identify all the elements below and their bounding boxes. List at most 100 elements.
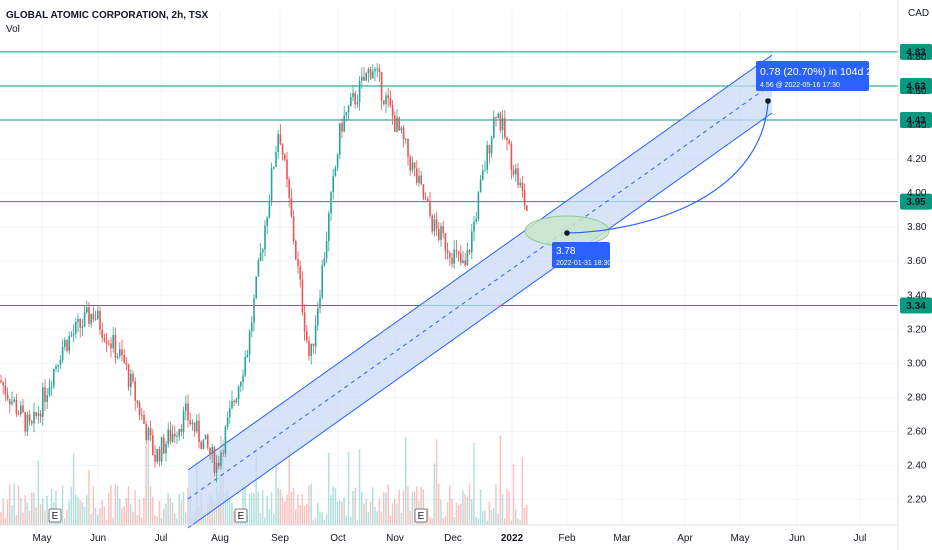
volume-bar [149, 486, 152, 525]
candle-body [204, 434, 207, 440]
level-price-tag-label: 3.95 [906, 197, 926, 208]
candle-body [112, 334, 114, 349]
channel-fill[interactable] [188, 55, 772, 528]
candle-body [438, 228, 440, 240]
volume-indicator-label[interactable]: Vol [6, 24, 20, 35]
regression-channel[interactable] [187, 54, 773, 529]
candle-body [303, 312, 306, 332]
candle-body [440, 226, 442, 240]
candle-body [77, 318, 79, 322]
channel-lower-line[interactable] [187, 112, 773, 529]
projection-end-point[interactable] [765, 98, 771, 104]
volume-bar [427, 508, 429, 525]
candle-body [64, 339, 66, 347]
volume-bar [306, 504, 308, 525]
candle-body [48, 387, 51, 396]
candle-body [330, 192, 332, 214]
time-tick-label: Jun [789, 533, 805, 544]
volume-bar [24, 495, 26, 525]
projection-start-point[interactable] [564, 230, 570, 236]
candle-body [490, 137, 493, 154]
candle-body [17, 413, 20, 415]
candle-body [182, 410, 185, 432]
volume-bar [121, 508, 123, 525]
time-tick-label: Nov [386, 533, 404, 544]
time-axis[interactable]: May Jun Jul Aug Sep Oct Nov Dec 2022 Feb Mar Apr May… [0, 524, 898, 544]
candle-body [468, 250, 471, 253]
volume-bar [158, 500, 161, 525]
candle-body [378, 68, 381, 73]
candle-body [317, 308, 319, 326]
volume-bar [182, 491, 185, 525]
volume-bar [119, 498, 121, 525]
volume-bar [33, 492, 35, 525]
volume-bar [330, 495, 332, 525]
candle-body [226, 417, 229, 427]
volume-bar [92, 486, 95, 525]
candle-body [504, 118, 506, 138]
candle-body [39, 413, 42, 417]
channel-upper-line[interactable] [187, 54, 773, 471]
projection-arc[interactable] [566, 102, 769, 234]
volume-bar [262, 490, 264, 525]
volume-bar [451, 499, 453, 525]
candle-body [352, 93, 354, 98]
candle-body [464, 260, 466, 266]
candle-body [121, 349, 123, 356]
candle-body [246, 354, 249, 358]
volume-bar [411, 491, 414, 525]
volume-bar [284, 501, 286, 525]
volume-bar [233, 511, 235, 525]
volume-bar [147, 439, 150, 525]
volume-bar [325, 514, 328, 525]
volume-bar [303, 505, 306, 525]
price-tick-label: 3.80 [907, 222, 927, 233]
volume-bar [383, 491, 385, 525]
volume-bar [176, 518, 178, 525]
volume-bar [515, 509, 517, 525]
time-tick-label: Sep [271, 533, 289, 544]
candle-body [123, 355, 125, 363]
earnings-marker-label: E [238, 511, 245, 522]
volume-bar [339, 500, 341, 525]
candle-body [493, 117, 495, 138]
volume-bar [317, 502, 319, 525]
candle-body [176, 436, 178, 437]
volume-bar [48, 519, 51, 525]
earnings-marker[interactable] [414, 508, 428, 523]
volume-bar [22, 512, 24, 525]
volume-bar [334, 487, 337, 525]
time-tick-label: Apr [677, 533, 693, 544]
candle-body [31, 421, 33, 424]
volume-bar [88, 470, 90, 525]
volume-bar [343, 497, 345, 525]
volume-bar [400, 513, 403, 525]
candle-body [211, 446, 213, 455]
candle-body [158, 448, 161, 462]
price-axis[interactable]: 2.20 2.40 2.60 2.80 3.00 3.20 3.40 3.60 3.80 4.00… [897, 0, 927, 550]
volume-bar [365, 499, 367, 525]
earnings-marker[interactable] [234, 508, 248, 523]
volume-bar [444, 516, 447, 525]
volume-bar [270, 491, 273, 525]
candle-body [110, 343, 112, 349]
candle-body [163, 437, 165, 454]
volume-bar [433, 463, 436, 525]
earnings-marker[interactable] [48, 508, 62, 523]
candle-body [420, 175, 422, 185]
volume-bar [39, 504, 42, 525]
candle-body [242, 375, 244, 383]
candle-body [418, 175, 420, 183]
candle-body [501, 118, 504, 131]
level-price-tag [900, 77, 932, 94]
volume-bar [385, 492, 387, 525]
annotations[interactable]: E E E 3.78 2022-01-31 18:30 0.78 (20.70%) in … [48, 61, 884, 523]
candle-body [103, 337, 106, 341]
volume-bar [479, 489, 482, 525]
candle-body [286, 159, 288, 180]
candle-body [277, 134, 279, 152]
candle-body [200, 441, 202, 450]
candle-body [213, 446, 216, 473]
